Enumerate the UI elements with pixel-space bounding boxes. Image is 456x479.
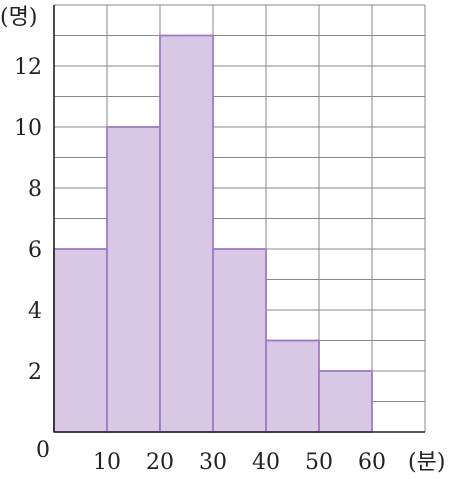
histogram-bar: [53, 248, 108, 433]
axes: [53, 5, 425, 433]
y-tick-label: 6: [28, 238, 42, 263]
histogram-bar: [212, 248, 267, 433]
x-tick-label: 40: [252, 450, 280, 475]
origin-label: 0: [36, 438, 50, 463]
histogram-bar: [106, 126, 161, 433]
y-tick-label: 2: [28, 360, 42, 385]
bars: [53, 34, 373, 433]
tick-labels: (명) (분) 0 10 20 30 40 50 60 2 4 6 8 10 12: [0, 5, 445, 475]
x-tick-label: 60: [358, 450, 386, 475]
histogram-bar: [318, 370, 373, 433]
x-tick-label: 50: [305, 450, 333, 475]
x-tick-label: 20: [146, 450, 174, 475]
histogram-bar: [265, 339, 320, 433]
y-tick-label: 4: [28, 299, 42, 324]
y-unit-label: (명): [0, 5, 37, 30]
x-tick-label: 10: [93, 450, 121, 475]
y-tick-label: 8: [28, 177, 42, 202]
x-tick-label: 30: [199, 450, 227, 475]
y-tick-label: 12: [14, 55, 42, 80]
y-tick-label: 10: [14, 116, 42, 141]
x-unit-label: (분): [408, 450, 445, 475]
histogram-bar: [159, 34, 214, 433]
